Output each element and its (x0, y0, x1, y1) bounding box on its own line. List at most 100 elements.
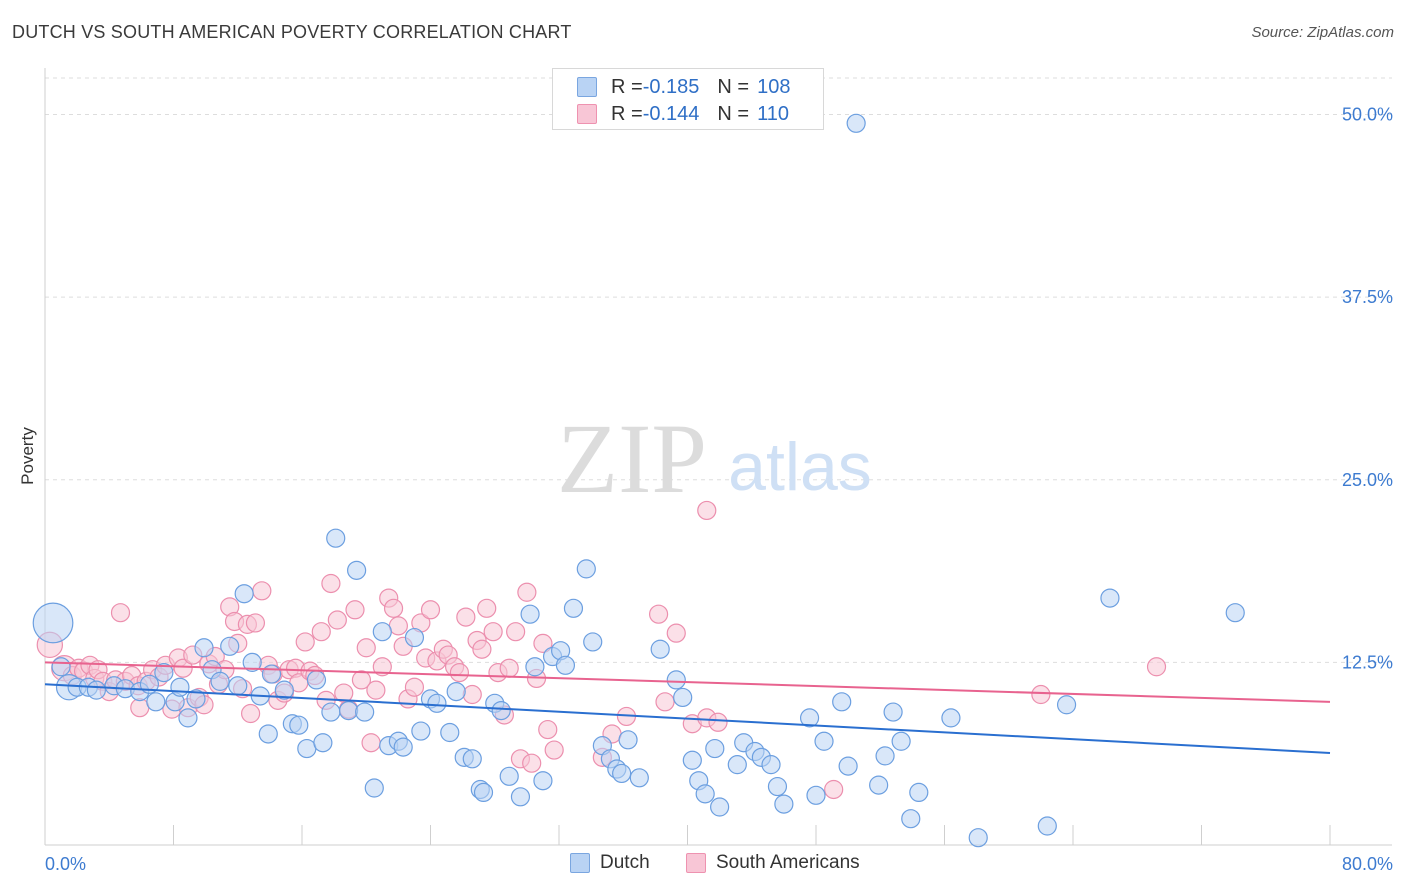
dutch-point (1225, 603, 1245, 623)
y-tick-label: 50.0% (1342, 105, 1393, 125)
south-americans-point (252, 581, 272, 601)
dutch-point (618, 730, 638, 750)
legend-r-value: -0.185 (642, 75, 700, 98)
legend-n-label: N = (717, 75, 750, 98)
dutch-point (673, 687, 693, 708)
legend-r-value: -0.144 (642, 102, 700, 125)
south-americans-point (388, 616, 408, 636)
dutch-point (682, 750, 702, 770)
dutch-point (261, 664, 282, 684)
dutch-point (705, 738, 725, 759)
watermark: ZIP atlas (557, 403, 872, 514)
south-americans-point (383, 598, 404, 618)
south-americans-point (483, 622, 503, 642)
dutch-point (170, 677, 190, 697)
legend-r-label: R = (611, 102, 643, 125)
dutch-point (846, 113, 866, 133)
legend-n-label: N = (717, 102, 750, 125)
legend-r-label: R = (611, 75, 643, 98)
dutch-point (364, 778, 384, 798)
dutch-point (909, 782, 929, 803)
tick-labels: 12.5% 25.0% 37.5% 50.0% 0.0% 80.0% (45, 105, 1393, 874)
dutch-point (1037, 816, 1057, 836)
dutch-point (321, 702, 341, 722)
dutch-point (210, 671, 230, 691)
dutch-point (650, 639, 670, 659)
legend-row-dutch: R = -0.185 N = 108 (577, 75, 790, 99)
dutch-point (393, 737, 413, 757)
dutch-point (473, 782, 494, 803)
south-americans-point (449, 663, 470, 683)
y-tick-label: 25.0% (1342, 470, 1393, 490)
grid-lines (45, 77, 1392, 663)
south-americans-point (462, 684, 482, 705)
legend-row-south-americans: R = -0.144 N = 110 (577, 102, 789, 126)
legend-swatch-south-americans (686, 853, 706, 873)
dutch-point (941, 708, 961, 728)
dutch-point (313, 733, 333, 753)
south-americans-point (708, 712, 728, 732)
south-americans-trend-line (44, 661, 1331, 703)
x-tick-label: 80.0% (1342, 854, 1393, 874)
dutch-point (767, 776, 788, 797)
dutch-point (234, 584, 254, 604)
south-americans-point (311, 622, 331, 642)
dutch-point (86, 680, 107, 700)
dutch-points (32, 113, 1245, 848)
dutch-point (832, 692, 852, 712)
legend-item-south-americans[interactable]: South Americans (686, 852, 860, 874)
south-americans-point (824, 779, 844, 800)
dutch-point (404, 627, 425, 648)
dutch-point (1100, 588, 1120, 608)
dutch-point (306, 670, 327, 690)
dutch-point (297, 738, 317, 759)
y-tick-label: 12.5% (1342, 652, 1393, 672)
y-tick-label: 37.5% (1342, 287, 1393, 307)
south-americans-point (241, 703, 261, 724)
dutch-point (774, 794, 794, 814)
south-americans-point (648, 604, 669, 624)
south-americans-point (1146, 657, 1167, 677)
dutch-point (186, 689, 206, 709)
dutch-point (228, 676, 248, 696)
dutch-point (710, 797, 730, 817)
dutch-point (883, 702, 903, 722)
dutch-point (629, 768, 649, 788)
dutch-point (799, 708, 820, 728)
south-americans-point (110, 603, 131, 623)
dutch-point (520, 604, 540, 624)
dutch-point (194, 638, 214, 658)
south-americans-point (295, 632, 315, 652)
dutch-point (666, 670, 686, 690)
south-americans-point (130, 698, 150, 718)
dutch-point (499, 766, 519, 786)
south-americans-point (538, 719, 558, 740)
dutch-point (32, 602, 74, 644)
dutch-point (695, 784, 715, 804)
legend-swatch-dutch (577, 77, 597, 97)
south-americans-point (366, 680, 386, 700)
dutch-point (411, 721, 431, 741)
dutch-point (612, 763, 632, 784)
south-americans-point (404, 677, 425, 697)
dutch-point (806, 785, 826, 805)
dutch-point (154, 663, 174, 683)
dutch-point (146, 692, 166, 712)
dutch-point (869, 775, 889, 795)
dutch-point (258, 724, 278, 744)
dutch-point (875, 746, 895, 766)
south-americans-point (345, 600, 365, 620)
south-americans-point (522, 753, 542, 773)
dutch-point (727, 755, 747, 775)
dutch-point (814, 731, 834, 751)
legend-item-dutch[interactable]: Dutch (570, 852, 650, 874)
watermark-atlas: atlas (728, 429, 872, 505)
south-americans-point (361, 733, 381, 753)
source-label: Source: ZipAtlas.com (1251, 24, 1394, 41)
x-tick-label: 0.0% (45, 854, 86, 874)
legend-n-value: 110 (757, 102, 789, 125)
south-americans-point (173, 658, 193, 678)
dutch-point (462, 749, 482, 769)
trend-lines (44, 661, 1331, 754)
